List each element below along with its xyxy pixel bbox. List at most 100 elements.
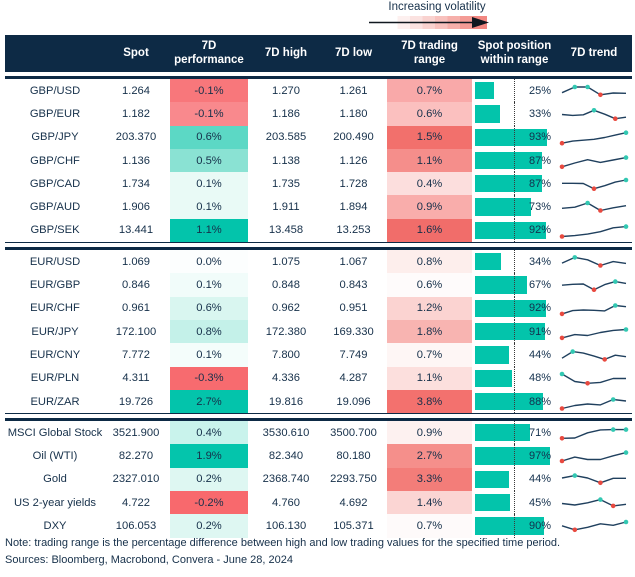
spark-low-dot	[559, 458, 565, 464]
table-row-eur-chf: EUR/CHF 0.961 0.6% 0.962 0.951 1.2% 92%	[5, 296, 632, 320]
position-bar	[475, 424, 530, 442]
high-value: 4.760	[272, 496, 300, 509]
performance-cell: 0.1%	[167, 273, 251, 297]
position-midline	[513, 250, 515, 274]
position-bar	[475, 517, 545, 535]
trend-sparkline	[556, 102, 632, 125]
trend-sparkline	[556, 273, 632, 296]
position-value: 34%	[528, 255, 551, 268]
low-value: 1.728	[339, 177, 368, 190]
spot-value: 4.722	[122, 496, 150, 509]
trend-sparkline-chart	[561, 473, 626, 486]
position-midline	[513, 467, 515, 492]
trend-sparkline-chart	[559, 427, 629, 441]
position-midline	[513, 79, 515, 103]
position-midline	[513, 366, 515, 390]
high-value: 1.270	[272, 84, 300, 97]
asset-label: GBP/AUD	[29, 201, 81, 214]
position-within-range-cell: 44%	[473, 467, 556, 492]
low-value: 1.126	[339, 154, 368, 167]
asset-label: GBP/SEK	[30, 224, 80, 237]
position-midline	[513, 195, 515, 219]
trading-range-cell: 1.4%	[386, 491, 473, 515]
spark-low-dot	[585, 381, 590, 386]
trend-sparkline	[556, 195, 632, 218]
table-row-gbp-eur: GBP/EUR 1.182 -0.1% 1.186 1.180 0.6% 33%	[5, 102, 632, 126]
low-value: 2293.750	[330, 473, 377, 486]
spark-low-dot	[559, 164, 565, 169]
trend-sparkline-chart	[559, 154, 629, 169]
position-bar-track: 87%	[475, 172, 552, 196]
low-value: 1.261	[339, 84, 368, 97]
position-bar	[475, 253, 502, 271]
position-midline	[513, 319, 515, 344]
performance-cell: -0.3%	[167, 366, 251, 390]
trend-sparkline-chart	[561, 84, 627, 97]
spark-high-dot	[591, 107, 597, 113]
trading-range-cell: 0.4%	[386, 172, 473, 196]
high-value: 1.735	[272, 177, 300, 190]
position-bar-track: 90%	[475, 514, 552, 538]
spark-low-dot	[559, 435, 565, 441]
position-value: 87%	[528, 154, 551, 167]
high-value: 1.911	[272, 201, 300, 214]
trend-sparkline	[556, 79, 632, 102]
asset-label: GBP/USD	[29, 84, 81, 97]
position-within-range-cell: 71%	[473, 421, 556, 445]
trading-range-cell: 1.1%	[386, 366, 473, 390]
position-bar-track: 88%	[475, 389, 552, 414]
low-value: 1.067	[339, 255, 368, 268]
low-value: 1.180	[339, 107, 368, 120]
trend-sparkline-chart	[561, 279, 627, 293]
spark-high-dot	[572, 473, 578, 479]
spark-low-dot	[559, 311, 565, 317]
position-midline	[513, 125, 515, 149]
position-midline	[513, 421, 515, 445]
trading-range-cell: 3.8%	[386, 389, 473, 414]
spot-value: 19.726	[118, 395, 154, 408]
table-row-eur-usd: EUR/USD 1.069 0.0% 1.075 1.067 0.8% 34%	[5, 250, 632, 274]
spark-low-dot	[559, 141, 565, 146]
position-within-range-cell: 73%	[473, 195, 556, 219]
position-value: 97%	[528, 450, 551, 463]
position-bar-track: 73%	[475, 195, 552, 219]
trend-sparkline-chart	[562, 177, 629, 191]
asset-label: EUR/CHF	[30, 302, 80, 315]
performance-cell: 0.6%	[167, 125, 251, 149]
low-value: 200.490	[333, 131, 374, 144]
performance-cell: 1.1%	[167, 218, 251, 243]
table-row-eur-pln: EUR/PLN 4.311 -0.3% 4.336 4.287 1.1% 48%	[5, 366, 632, 390]
trend-sparkline-chart	[561, 519, 629, 533]
position-bar-track: 33%	[475, 102, 552, 126]
trading-range-cell: 2.7%	[386, 444, 473, 468]
performance-cell: -0.2%	[167, 491, 251, 515]
position-within-range-cell: 67%	[473, 273, 556, 297]
trend-sparkline	[556, 219, 632, 242]
position-within-range-cell: 92%	[473, 218, 556, 243]
table-header: Spot 7D performance 7D high 7D low 7D tradin…	[5, 35, 632, 72]
high-value: 2368.740	[262, 473, 310, 486]
trend-sparkline-chart	[561, 254, 627, 268]
position-bar-track: 45%	[475, 491, 552, 515]
position-bar-track: 34%	[475, 250, 552, 274]
spark-high-dot	[585, 200, 590, 206]
trend-sparkline-chart	[559, 303, 627, 317]
spark-high-dot	[585, 84, 590, 89]
table-row-eur-zar: EUR/ZAR 19.726 2.7% 19.816 19.096 3.8% 88%	[5, 389, 632, 414]
table-row-us-2-year-yields: US 2-year yields 4.722 -0.2% 4.760 4.692 1.4%…	[5, 491, 632, 515]
position-within-range-cell: 87%	[473, 148, 556, 173]
position-bar	[475, 105, 501, 123]
spark-low-dot	[602, 357, 607, 362]
position-bar	[475, 175, 542, 193]
low-value: 105.371	[333, 519, 374, 532]
column-header-spot-position-within-range: Spot position within range	[477, 40, 552, 66]
table-body: GBP/USD 1.264 -0.1% 1.270 1.261 0.7% 25% GBP/EU…	[5, 79, 632, 538]
sources-text: Sources: Bloomberg, Macrobond, Convera -…	[5, 554, 293, 566]
performance-cell: 0.4%	[167, 421, 251, 445]
trend-sparkline-chart	[559, 224, 629, 240]
position-value: 33%	[528, 107, 551, 120]
position-value: 87%	[528, 177, 551, 190]
spark-low-dot	[598, 92, 603, 97]
performance-cell: 0.8%	[167, 319, 251, 344]
